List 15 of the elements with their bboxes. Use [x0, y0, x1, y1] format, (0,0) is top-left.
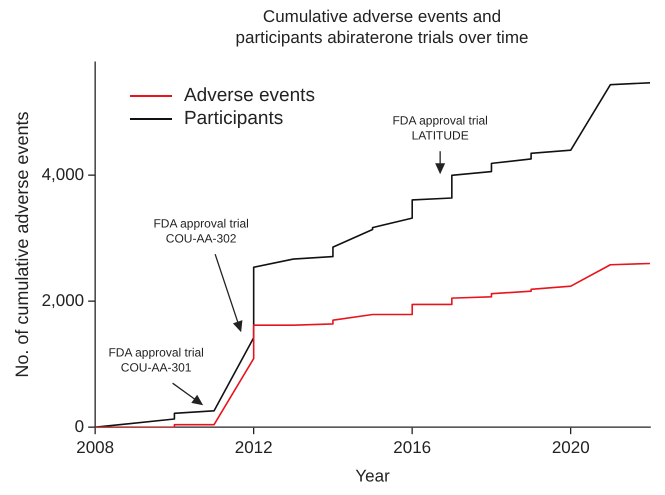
- x-tick-label: 2012: [234, 438, 273, 458]
- annotation: FDA approval trial COU-AA-302: [153, 216, 249, 246]
- annotation: FDA approval trial LATITUDE: [392, 114, 488, 143]
- legend-label: Participants: [183, 107, 284, 130]
- annotation: FDA approval trial COU-AA-301: [108, 346, 204, 375]
- y-tick-label: 0: [74, 416, 84, 436]
- x-tick-label: 2020: [552, 438, 590, 458]
- legend-label: Adverse events: [183, 84, 315, 107]
- y-tick-label: 2,000: [42, 290, 84, 310]
- x-tick-label: 2008: [76, 438, 114, 458]
- y-tick-label: 4,000: [42, 165, 84, 184]
- x-tick-label: 2016: [393, 438, 432, 458]
- chart-title: Cumulative adverse events and participants abiraterone trials over time: [234, 6, 530, 48]
- x-axis-title: Year: [355, 466, 390, 486]
- y-axis-title: No. of cumulative adverse events: [12, 112, 32, 378]
